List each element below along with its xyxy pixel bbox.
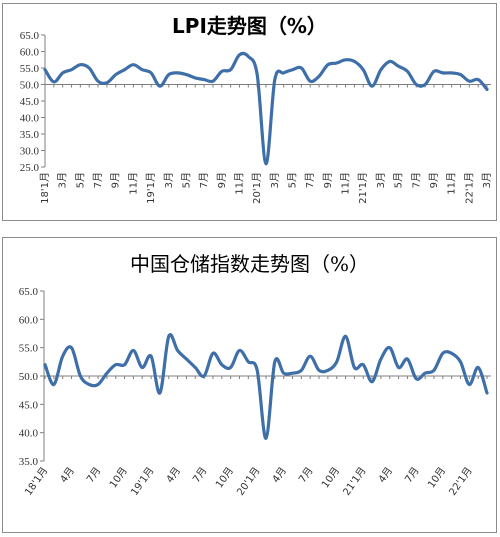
lpi-y-tick-label: 35.0	[20, 129, 40, 141]
warehouse-x-tick-label: 18'1月	[22, 465, 50, 498]
lpi-x-tick-label: 7月	[304, 172, 316, 188]
lpi-x-tick-label: 3月	[481, 172, 493, 188]
lpi-x-tick-label: 3月	[163, 172, 175, 188]
warehouse-series-line	[43, 333, 489, 440]
lpi-x-tick-label: 19'1月	[145, 172, 157, 204]
warehouse-y-tick-label: 35.0	[19, 456, 39, 468]
lpi-line-chart: 65.0 60.0 55.0 50.0 45.0 40.0 35.0 30.0 25.018'1…	[20, 30, 493, 204]
warehouse-x-tick-label: 4月	[376, 465, 395, 485]
warehouse-y-tick-label: 50.0	[19, 371, 39, 383]
lpi-x-tick-label: 11月	[127, 172, 139, 195]
lpi-x-tick-label: 22'1月	[463, 172, 475, 204]
lpi-x-tick-label: 7月	[92, 172, 104, 188]
warehouse-x-tick-label: 21'1月	[341, 465, 369, 498]
warehouse-chart-panel: 中国仓储指数走势图（%） 65.0 60.0 55.0 50.0 45.0 40.0 35.…	[2, 237, 497, 533]
lpi-x-tick-label: 9月	[428, 172, 440, 188]
warehouse-y-tick-label: 45.0	[19, 399, 39, 411]
warehouse-chart-title: 中国仓储指数走势图（%）	[129, 252, 369, 276]
lpi-x-tick-label: 9月	[216, 172, 228, 188]
lpi-chart-title: LPI走势图（%）	[172, 14, 327, 38]
warehouse-x-tick-label: 4月	[58, 465, 77, 485]
warehouse-x-tick-label: 22'1月	[447, 465, 475, 498]
lpi-x-tick-label: 11月	[233, 172, 245, 195]
warehouse-x-tick-label: 20'1月	[235, 465, 263, 498]
warehouse-line-chart: 65.060.055.050.045.040.035.018'1月 4月 7月 10月…	[19, 286, 491, 498]
lpi-x-tick-label: 11月	[340, 172, 352, 195]
lpi-y-tick-label: 50.0	[20, 80, 40, 92]
warehouse-y-tick-label: 60.0	[19, 314, 39, 326]
lpi-y-tick-label: 30.0	[20, 146, 40, 158]
lpi-y-tick-label: 45.0	[20, 96, 40, 108]
warehouse-y-tick-label: 65.0	[19, 286, 39, 298]
lpi-y-tick-label: 55.0	[20, 63, 40, 75]
warehouse-x-tick-label: 7月	[190, 465, 209, 485]
lpi-x-tick-label: 9月	[110, 172, 122, 188]
lpi-x-tick-label: 7月	[410, 172, 422, 188]
warehouse-x-tick-label: 10月	[107, 465, 130, 491]
warehouse-x-tick-label: 7月	[84, 465, 103, 485]
lpi-x-tick-label: 21'1月	[357, 172, 369, 204]
lpi-x-tick-label: 3月	[375, 172, 387, 188]
warehouse-x-tick-label: 4月	[164, 465, 183, 485]
lpi-series-line	[43, 51, 489, 166]
warehouse-x-tick-label: 10月	[213, 465, 236, 491]
lpi-x-tick-label: 3月	[57, 172, 69, 188]
lpi-x-tick-label: 3月	[269, 172, 281, 188]
lpi-x-tick-label: 18'1月	[39, 172, 51, 204]
lpi-x-tick-label: 5月	[287, 172, 299, 188]
warehouse-x-tick-label: 7月	[296, 465, 315, 485]
lpi-y-tick-label: 65.0	[20, 30, 40, 42]
warehouse-x-tick-label: 19'1月	[128, 465, 156, 498]
lpi-y-tick-label: 25.0	[20, 162, 40, 174]
warehouse-y-tick-label: 55.0	[19, 343, 39, 355]
lpi-x-tick-label: 11月	[446, 172, 458, 195]
warehouse-y-tick-label: 40.0	[19, 428, 39, 440]
warehouse-x-tick-label: 10月	[425, 465, 448, 491]
lpi-y-tick-label: 60.0	[20, 47, 40, 59]
lpi-x-tick-label: 5月	[74, 172, 86, 188]
warehouse-x-tick-label: 4月	[270, 465, 289, 485]
lpi-x-tick-label: 5月	[180, 172, 192, 188]
lpi-chart-panel: LPI走势图（%） 65.0 60.0 55.0 50.0 45.0 40.0 35.0 30…	[2, 3, 497, 221]
lpi-y-tick-label: 40.0	[20, 113, 40, 125]
warehouse-x-tick-label: 10月	[319, 465, 342, 491]
lpi-x-tick-label: 9月	[322, 172, 334, 188]
lpi-x-tick-label: 20'1月	[251, 172, 263, 204]
warehouse-x-tick-label: 7月	[403, 465, 422, 485]
lpi-x-tick-label: 7月	[198, 172, 210, 188]
lpi-x-tick-label: 5月	[393, 172, 405, 188]
